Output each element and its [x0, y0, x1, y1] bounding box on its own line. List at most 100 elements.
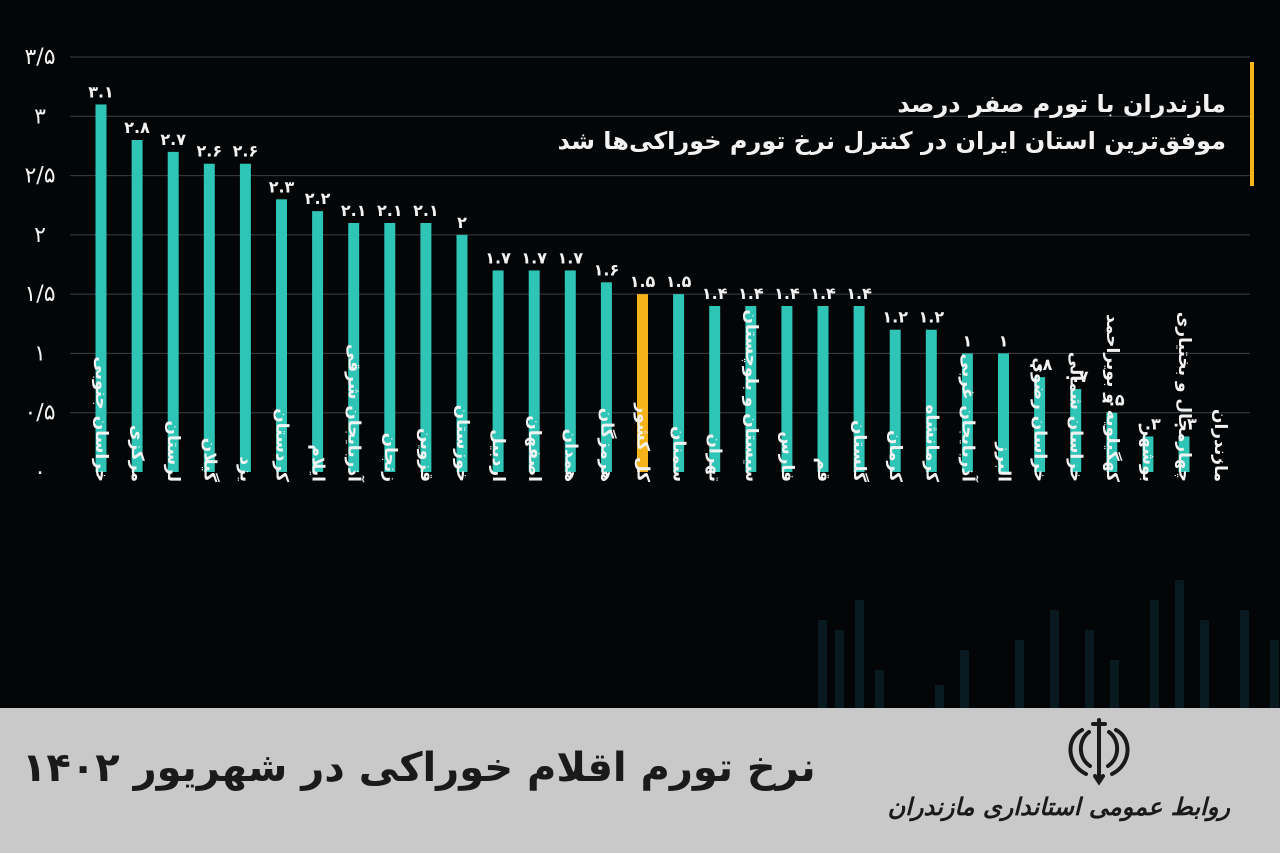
value-label: ۱.۲	[918, 308, 944, 327]
value-label: ۲.۲	[305, 189, 331, 208]
value-label: ۱.۴	[738, 284, 764, 303]
grid-lines	[70, 56, 1250, 414]
y-tick-label: ۰	[34, 460, 46, 485]
bar	[528, 270, 540, 472]
value-label: ۱.۴	[774, 284, 800, 303]
bar	[456, 234, 468, 472]
category-label: مرکزی	[127, 425, 147, 482]
bar	[1070, 389, 1082, 472]
category-label: کرمان	[885, 430, 905, 482]
bar	[745, 306, 757, 472]
background-column	[1175, 580, 1184, 708]
footer	[0, 708, 1280, 853]
headline: مازندران با تورم صفر درصد موفق‌ترین استا…	[406, 86, 1240, 160]
value-label: ۰.۵	[1099, 391, 1125, 410]
headline-line-2: موفق‌ترین استان ایران در کنترل نرخ تورم …	[557, 127, 1226, 155]
bar	[600, 282, 612, 472]
footer-title: نرخ تورم اقلام خوراکی در شهریور ۱۴۰۲	[22, 745, 816, 791]
value-label: ۲.۶	[196, 142, 222, 161]
background-column	[1270, 640, 1279, 708]
category-label: همدان	[560, 429, 580, 482]
value-label: ۲	[457, 213, 467, 232]
category-label: زنجان	[380, 433, 400, 482]
organization-name: روابط عمومی استانداری مازندران	[887, 792, 1230, 821]
category-label: قزوین	[416, 428, 436, 482]
chart-area: ۰ ۰/۵ ۱ ۱/۵ ۲ ۲/۵ ۳ ۳/۵ ۳.۱ ۲.۸ ۲.۷ ۲.۶ ۲.۶ ۲.۳ ۲.۲ ۲.…	[24, 45, 1279, 708]
bar	[853, 306, 865, 472]
category-label: خراسان شمالی	[1066, 352, 1086, 482]
category-label: ایلام	[308, 444, 328, 482]
background-column	[935, 685, 944, 708]
bar-chart: ۰ ۰/۵ ۱ ۱/۵ ۲ ۲/۵ ۳ ۳/۵ ۳.۱ ۲.۸ ۲.۷ ۲.۶ ۲.۶ ۲.۳ ۲.۲ ۲.…	[24, 45, 1279, 708]
category-label: فارس	[777, 431, 797, 482]
background-column	[875, 670, 884, 708]
background-column	[855, 600, 864, 708]
category-label: بوشهر	[1138, 425, 1158, 482]
bar	[889, 329, 901, 472]
value-label: ۲.۷	[160, 130, 186, 149]
value-label: ۲.۳	[269, 177, 295, 196]
background-column	[1015, 640, 1024, 708]
bar	[1142, 436, 1154, 472]
bar	[925, 329, 937, 472]
value-label: ۰.۳	[1135, 414, 1161, 433]
bar	[95, 104, 107, 472]
value-label: ۱	[999, 331, 1009, 350]
headline-line-1: مازندران با تورم صفر درصد	[897, 90, 1226, 118]
background-column	[1240, 610, 1249, 708]
category-label: گیلان	[199, 438, 220, 482]
y-axis-ticks: ۰ ۰/۵ ۱ ۱/۵ ۲ ۲/۵ ۳ ۳/۵	[24, 45, 55, 485]
y-tick-label: ۱/۵	[24, 282, 55, 307]
bar	[420, 223, 432, 472]
y-tick-label: ۳/۵	[24, 45, 55, 70]
category-label: کل کشور	[633, 402, 653, 482]
category-label: آذربایجان غربی	[957, 354, 979, 483]
value-label: ۲.۱	[413, 201, 439, 220]
category-labels: خراسان جنوبی مرکزی لرستان گیلان یزد کردستان ای…	[91, 309, 1230, 483]
value-label: ۲.۱	[377, 201, 403, 220]
background-decoration	[818, 580, 1279, 708]
value-label: ۱.۵	[666, 272, 692, 291]
bars	[95, 104, 1190, 473]
value-label: ۱.۴	[810, 284, 836, 303]
value-label: ۱.۷	[521, 248, 547, 267]
value-label: ۲.۱	[341, 201, 367, 220]
category-label: یزد	[235, 456, 255, 482]
category-label: کرمانشاه	[921, 405, 941, 483]
category-label: تهران	[705, 433, 725, 482]
background-column	[960, 650, 969, 708]
background-column	[1150, 600, 1159, 708]
value-label: ۲.۸	[124, 118, 150, 137]
y-tick-label: ۰/۵	[24, 401, 55, 426]
bar	[781, 306, 793, 472]
bar	[637, 294, 648, 472]
value-label: ۱.۷	[557, 248, 583, 267]
category-label: چهارمحال و بختیاری	[1174, 312, 1194, 482]
bar	[492, 270, 504, 472]
value-label: ۱.۷	[485, 248, 511, 267]
category-label: قم	[813, 458, 833, 482]
category-label: مازندران	[1210, 409, 1230, 482]
value-label: ۰	[1215, 450, 1225, 469]
bar	[312, 211, 324, 472]
bar	[1034, 377, 1046, 472]
bar	[998, 353, 1009, 472]
bar	[276, 199, 287, 473]
y-tick-label: ۳	[34, 104, 46, 129]
bar	[961, 353, 973, 472]
category-label: اصفهان	[524, 415, 544, 482]
background-column	[835, 630, 844, 708]
background-column	[818, 620, 827, 708]
background-column	[1110, 660, 1119, 708]
bar	[564, 270, 576, 472]
bar	[1178, 436, 1190, 472]
bar	[673, 294, 685, 472]
background-column	[1085, 630, 1094, 708]
category-label: کردستان	[272, 408, 292, 482]
category-label: گلستان	[849, 420, 870, 482]
category-label: سمنان	[669, 426, 689, 482]
bar	[348, 223, 360, 472]
bar	[131, 140, 143, 472]
value-label: ۱.۵	[630, 272, 656, 291]
